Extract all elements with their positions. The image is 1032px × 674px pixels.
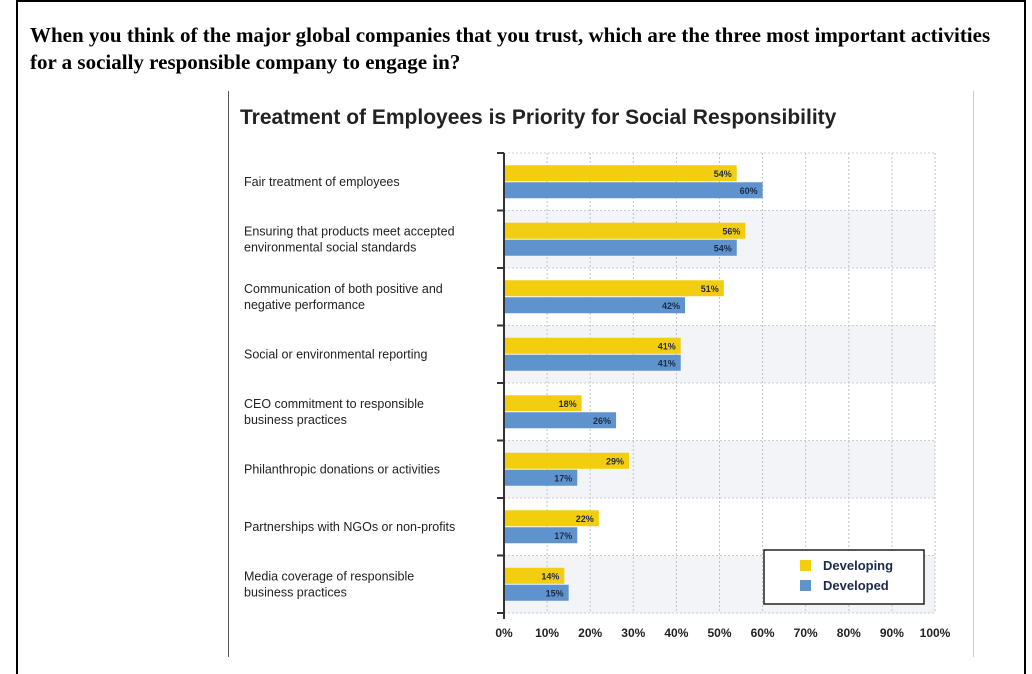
category-label: Social or environmental reporting	[244, 347, 427, 361]
x-tick-label: 0%	[495, 626, 513, 640]
legend-label-developing: Developing	[823, 558, 893, 573]
data-label: 18%	[559, 399, 577, 409]
data-label: 17%	[554, 531, 572, 541]
bar-developed	[505, 412, 617, 429]
category-label: Philanthropic donations or activities	[244, 462, 440, 476]
bar-developed	[505, 239, 737, 256]
data-label: 41%	[658, 358, 676, 368]
category-label: Ensuring that products meet accepted	[244, 224, 455, 238]
legend: Developing Developed	[763, 549, 925, 605]
data-label: 54%	[714, 243, 732, 253]
data-label: 14%	[541, 571, 559, 581]
data-label: 17%	[554, 473, 572, 483]
x-tick-label: 40%	[664, 626, 688, 640]
x-tick-label: 50%	[707, 626, 731, 640]
bar-developed	[505, 182, 763, 199]
x-tick-label: 60%	[751, 626, 775, 640]
bar-developed	[505, 354, 681, 371]
category-label: Fair treatment of employees	[244, 175, 400, 189]
bar-developing	[505, 395, 582, 412]
x-tick-labels: 0% 10% 20% 30% 40% 50% 60% 70% 80% 90% 100%	[495, 626, 950, 640]
x-tick-label: 70%	[794, 626, 818, 640]
category-label: Media coverage of responsible	[244, 569, 414, 583]
bar-developed	[505, 584, 569, 601]
bars: 54% 60% 56% 54% 51% 42% 41% 41% 18% 26% 29% 17% 22% 1…	[505, 165, 763, 601]
x-tick-label: 100%	[920, 626, 951, 640]
data-label: 42%	[662, 301, 680, 311]
x-tick-label: 10%	[535, 626, 559, 640]
legend-swatch-developing	[800, 560, 811, 571]
data-label: 29%	[606, 456, 624, 466]
bar-developing	[505, 452, 629, 469]
bar-developing	[505, 510, 599, 527]
bar-developing	[505, 337, 681, 354]
bar-developing	[505, 280, 724, 297]
legend-swatch-developed	[800, 580, 811, 591]
question-text: When you think of the major global compa…	[30, 23, 991, 74]
data-label: 15%	[546, 588, 564, 598]
bar-developed	[505, 527, 578, 544]
chart-title: Treatment of Employees is Priority for S…	[240, 106, 837, 129]
legend-label-developed: Developed	[823, 578, 889, 593]
bar-developing	[505, 165, 737, 182]
category-label: CEO commitment to responsible	[244, 397, 424, 411]
row-band	[504, 210, 935, 268]
row-bands	[504, 210, 935, 613]
x-tick-label: 20%	[578, 626, 602, 640]
category-labels: Fair treatment of employees Ensuring that…	[244, 175, 455, 600]
category-label: business practices	[244, 413, 347, 427]
legend-box	[763, 549, 925, 605]
category-label: business practices	[244, 585, 347, 599]
category-label: Partnerships with NGOs or non-profits	[244, 520, 455, 534]
data-label: 56%	[722, 226, 740, 236]
data-label: 26%	[593, 416, 611, 426]
category-label: environmental social standards	[244, 240, 416, 254]
bar-developing	[505, 222, 746, 239]
data-label: 51%	[701, 284, 719, 294]
bar-developing	[505, 567, 565, 584]
x-tick-label: 90%	[880, 626, 904, 640]
data-label: 54%	[714, 169, 732, 179]
data-label: 22%	[576, 514, 594, 524]
data-label: 60%	[740, 186, 758, 196]
category-label: negative performance	[244, 298, 365, 312]
x-tick-label: 30%	[621, 626, 645, 640]
x-tick-label: 80%	[837, 626, 861, 640]
category-label: Communication of both positive and	[244, 282, 443, 296]
outer-frame	[16, 0, 1026, 674]
bar-developed	[505, 469, 578, 486]
data-label: 41%	[658, 341, 676, 351]
bar-developed	[505, 297, 686, 314]
